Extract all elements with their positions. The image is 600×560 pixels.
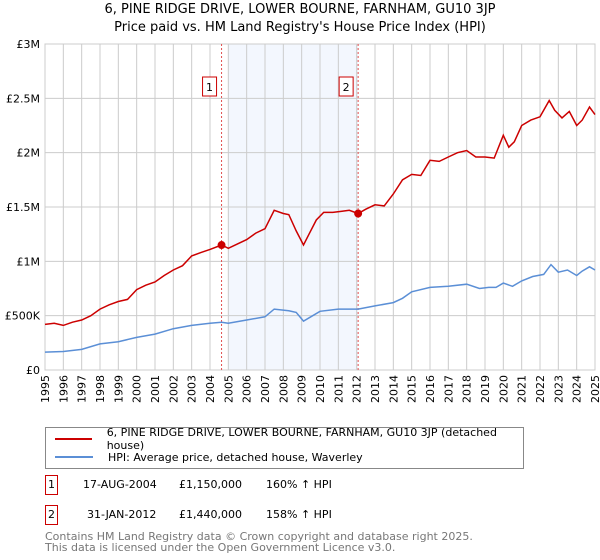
footer-copyright: Contains HM Land Registry data © Crown c… xyxy=(45,530,473,543)
x-tick-label: 2025 xyxy=(589,375,600,403)
transaction-date: 17-AUG-2004 xyxy=(83,478,157,491)
transaction-delta: 158% ↑ HPI xyxy=(266,508,332,521)
x-tick-label: 2008 xyxy=(277,375,290,403)
chart-title: 6, PINE RIDGE DRIVE, LOWER BOURNE, FARNH… xyxy=(104,2,496,17)
y-tick-label: £3M xyxy=(17,38,41,51)
y-tick-label: £500K xyxy=(5,310,41,323)
chart-subtitle: Price paid vs. HM Land Registry's House … xyxy=(114,20,486,35)
x-tick-label: 1995 xyxy=(39,375,52,403)
y-tick-label: £0 xyxy=(26,364,40,377)
sale-point xyxy=(354,209,363,218)
series-line xyxy=(44,263,596,353)
x-tick-label: 2006 xyxy=(241,375,254,403)
legend-swatch-red xyxy=(55,438,92,440)
transaction-price: £1,440,000 xyxy=(179,508,242,521)
x-tick-label: 2009 xyxy=(296,375,309,403)
marker-badge: 2 xyxy=(45,505,58,525)
x-tick-label: 2021 xyxy=(516,375,529,403)
transaction-delta: 160% ↑ HPI xyxy=(266,478,332,491)
x-tick-label: 2022 xyxy=(534,375,547,403)
transaction-price: £1,150,000 xyxy=(179,478,242,491)
x-tick-label: 2018 xyxy=(461,375,474,403)
x-tick-label: 2023 xyxy=(552,375,565,403)
x-tick-label: 1999 xyxy=(112,375,125,403)
price-chart: 1995 1996 1997 1998 1999 2000 2001 2002 2003 2004… xyxy=(5,38,600,403)
x-tick-label: 2024 xyxy=(571,375,584,403)
sale-label-box xyxy=(338,76,354,97)
legend-label: 6, PINE RIDGE DRIVE, LOWER BOURNE, FARNH… xyxy=(106,426,497,452)
y-tick-label: £1.5M xyxy=(6,201,40,214)
legend-item-hpi: HPI: Average price, detached house, Wave… xyxy=(55,446,363,468)
sale-label: 2 xyxy=(343,81,350,94)
x-tick-label: 2005 xyxy=(222,375,235,403)
x-tick-label: 2011 xyxy=(332,375,345,403)
x-tick-label: 2002 xyxy=(167,375,180,403)
x-tick-label: 2020 xyxy=(497,375,510,403)
x-tick-label: 1996 xyxy=(57,375,70,403)
sale-label: 1 xyxy=(206,81,213,94)
x-tick-label: 2007 xyxy=(259,375,272,403)
series-line xyxy=(44,98,596,327)
x-tick-label: 2013 xyxy=(369,375,382,403)
x-tick-label: 2016 xyxy=(424,375,437,403)
legend-label: HPI: Average price, detached house, Wave… xyxy=(108,450,363,464)
footer-licence: This data is licensed under the Open Gov… xyxy=(45,541,396,554)
y-tick-label: £1M xyxy=(17,255,41,268)
x-tick-label: 2015 xyxy=(406,375,419,403)
y-tick-label: £2.5M xyxy=(6,92,40,105)
x-tick-label: 2001 xyxy=(149,375,162,403)
sale-label-box xyxy=(202,76,218,97)
x-tick-label: 2019 xyxy=(479,375,492,403)
legend-item-property: 6, PINE RIDGE DRIVE, LOWER BOURNE, FARNH… xyxy=(55,426,523,452)
x-tick-label: 2003 xyxy=(186,375,199,403)
x-tick-label: 1998 xyxy=(94,375,107,403)
x-tick-label: 2010 xyxy=(314,375,327,403)
x-tick-label: 2004 xyxy=(204,375,217,403)
legend: 6, PINE RIDGE DRIVE, LOWER BOURNE, FARNH… xyxy=(45,426,524,469)
x-tick-label: 2000 xyxy=(131,375,144,403)
x-tick-label: 2012 xyxy=(351,375,364,403)
x-tick-label: 2017 xyxy=(442,375,455,403)
x-tick-label: 1997 xyxy=(76,375,89,403)
marker-badge: 1 xyxy=(45,475,58,495)
legend-swatch-blue xyxy=(55,456,93,458)
y-tick-label: £2M xyxy=(17,147,41,160)
transaction-date: 31-JAN-2012 xyxy=(87,508,157,521)
x-tick-label: 2014 xyxy=(387,375,400,403)
sale-point xyxy=(217,241,226,250)
